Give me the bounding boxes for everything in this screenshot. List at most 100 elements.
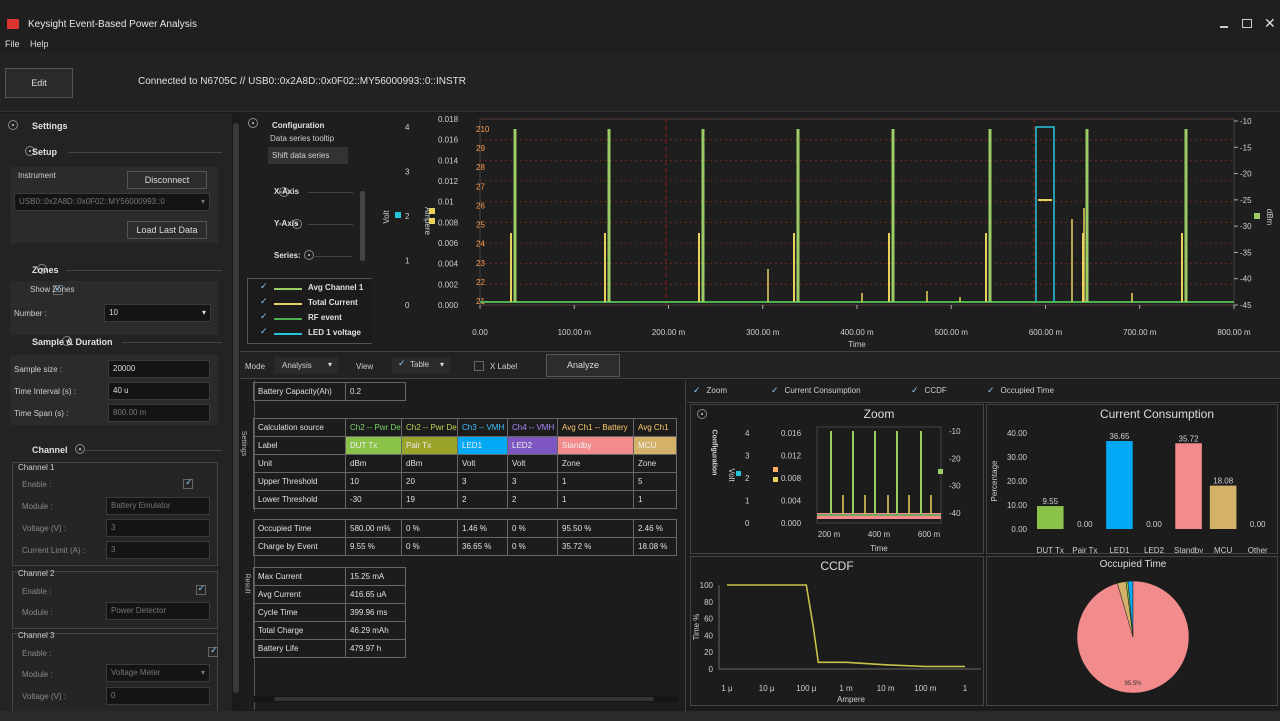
battery-capacity-input[interactable]: 0.2 — [345, 382, 406, 401]
mode-select[interactable]: Analysis ▾ — [274, 357, 338, 374]
ccdf-y-tick: 0 — [709, 665, 714, 674]
channel-3-module-select[interactable]: Voltage Meter ▾ — [106, 664, 210, 682]
upper-threshold-cell[interactable]: 10 — [345, 472, 402, 491]
sample-size-label: Sample size : — [14, 365, 63, 374]
result-label: Total Charge — [253, 621, 346, 640]
table-row: Occupied Time 580.00 m% 0 % 1.46 % 0 % 95.50 … — [253, 519, 677, 538]
edit-button[interactable]: Edit — [5, 68, 73, 98]
upper-threshold-label: Upper Threshold — [253, 472, 346, 491]
zoom-y2-tick: 0.012 — [781, 452, 802, 461]
ccdf-x-tick: 1 — [963, 684, 968, 693]
lower-threshold-cell[interactable]: -30 — [345, 490, 402, 509]
channel-1-enable-checkbox[interactable] — [183, 477, 194, 489]
zones-collapse-icon[interactable] — [37, 264, 48, 274]
time-interval-input[interactable]: 40 u — [108, 382, 210, 400]
channel-1-voltage-label: Voltage (V) : — [22, 524, 67, 533]
settings-grid: Calculation source Ch2 -- Pwr Det Ch2 -- P… — [253, 418, 677, 509]
xlabel-checkbox[interactable] — [474, 361, 484, 371]
channel-2-enable-checkbox[interactable] — [195, 583, 206, 595]
zoom-y1-tick: 4 — [745, 429, 750, 438]
y3-axis-label: dBm — [1265, 209, 1274, 226]
zones-number-select[interactable]: 10 ▾ — [104, 304, 211, 322]
upper-threshold-cell[interactable]: 3 — [507, 472, 558, 491]
sample-size-input[interactable]: 20000 — [108, 360, 210, 378]
ccdf-y-tick: 80 — [704, 598, 713, 607]
mode-label: Mode — [245, 362, 266, 371]
consumption-x-tick: Standby — [1174, 546, 1203, 553]
legend-item[interactable]: ✓ Avg Channel 1 — [252, 281, 372, 296]
settings-side-label: Settings — [240, 430, 248, 457]
setup-collapse-icon[interactable] — [24, 146, 35, 156]
show-zones-checkbox[interactable] — [52, 283, 63, 295]
calculation-source-cell: Ch4 -- VMH — [507, 418, 558, 437]
channel-collapse-icon[interactable] — [74, 444, 85, 454]
occupied-time-cell: 1.46 % — [457, 519, 508, 538]
legend-label: Avg Channel 1 — [308, 283, 364, 292]
upper-threshold-cell[interactable]: 1 — [557, 472, 634, 491]
legend-item[interactable]: ✓ RF event — [252, 311, 372, 326]
analyze-button[interactable]: Analyze — [546, 354, 620, 377]
ccdf-x-tick: 10 μ — [759, 684, 775, 693]
occupied-time-cell: 580.00 m% — [345, 519, 402, 538]
settings-collapse-icon[interactable] — [8, 120, 18, 130]
close-icon[interactable]: ✕ — [1264, 15, 1276, 31]
shift-data-option[interactable] — [268, 147, 348, 164]
lower-threshold-cell[interactable]: 2 — [457, 490, 508, 509]
channel-1-voltage-input[interactable]: 3 — [106, 519, 210, 537]
table-hscrollbar[interactable] — [254, 696, 678, 702]
consumption-y-label: Percentage — [990, 460, 999, 501]
lower-threshold-cell[interactable]: 2 — [507, 490, 558, 509]
yaxis-collapse-icon[interactable] — [291, 219, 302, 229]
instrument-select[interactable]: USB0::0x2A8D::0x0F02::MY56000993::0 ▾ — [14, 193, 210, 211]
disconnect-button[interactable]: Disconnect — [127, 171, 207, 189]
channel-3-enable-checkbox[interactable] — [208, 645, 219, 657]
config-collapse-icon[interactable] — [248, 118, 258, 128]
load-last-data-button[interactable]: Load Last Data — [127, 221, 207, 239]
table-row: Cycle Time 399.96 ms — [253, 603, 406, 622]
settings-scrollbar[interactable] — [232, 113, 240, 711]
lower-threshold-cell[interactable]: 1 — [633, 490, 677, 509]
consumption-title: Current Consumption — [1100, 407, 1214, 421]
restore-icon[interactable] — [1242, 19, 1252, 28]
zoom-y2-tick: 0.016 — [781, 429, 802, 438]
consumption-bar — [1037, 506, 1064, 529]
zoom-standby-band — [817, 513, 941, 519]
config-scrollbar[interactable] — [360, 191, 365, 261]
menu-help[interactable]: Help — [30, 39, 49, 49]
upper-threshold-cell[interactable]: 3 — [457, 472, 508, 491]
channel-3-voltage-input[interactable]: 0 — [106, 687, 210, 705]
charge-by-event-cell: 0 % — [401, 537, 458, 556]
legend-item[interactable]: ✓ Total Current — [252, 296, 372, 311]
sample-collapse-icon[interactable] — [62, 336, 73, 346]
check-icon: ✓ — [260, 296, 268, 306]
table-toggle[interactable]: ✓ Table ▾ — [392, 357, 450, 374]
x-tick-label: 100.00 m — [558, 328, 592, 337]
table-hscrollbar-thumb[interactable] — [274, 697, 654, 701]
xaxis-collapse-icon[interactable] — [279, 187, 290, 197]
series-collapse-icon[interactable] — [304, 250, 315, 260]
label-cell: LED2 — [507, 436, 558, 455]
view-check-zoom[interactable]: ✓ Zoom — [693, 385, 727, 396]
view-check-occupied-time[interactable]: ✓ Occupied Time — [987, 385, 1054, 396]
occupied-time-cell: 0 % — [401, 519, 458, 538]
menu-file[interactable]: File — [5, 39, 20, 49]
view-check-ccdf[interactable]: ✓ CCDF — [911, 385, 947, 396]
lower-threshold-cell[interactable]: 19 — [401, 490, 458, 509]
minimize-icon[interactable] — [1220, 20, 1228, 28]
legend-item[interactable]: ✓ LED 1 voltage — [252, 326, 372, 341]
upper-threshold-cell[interactable]: 5 — [633, 472, 677, 491]
channel-1-module-label: Module : — [22, 502, 53, 511]
y4-tick-label: -35 — [1240, 248, 1252, 257]
occupied-time-label: Occupied Time — [253, 519, 346, 538]
zoom-config-icon[interactable] — [697, 409, 707, 419]
consumption-bar-value: 35.72 — [1179, 434, 1200, 443]
channel-1-current-input[interactable]: 3 — [106, 541, 210, 559]
lower-threshold-cell[interactable]: 1 — [557, 490, 634, 509]
consumption-y-tick: 20.00 — [1007, 477, 1028, 486]
settings-panel: Settings Setup Instrument Disconnect USB… — [0, 113, 232, 721]
view-check-current-consumption[interactable]: ✓ Current Consumption — [771, 385, 861, 396]
settings-scrollbar-thumb[interactable] — [233, 123, 239, 693]
tooltip-option[interactable]: Data series tooltip — [270, 134, 335, 143]
upper-threshold-cell[interactable]: 20 — [401, 472, 458, 491]
consumption-bar — [1175, 443, 1202, 529]
